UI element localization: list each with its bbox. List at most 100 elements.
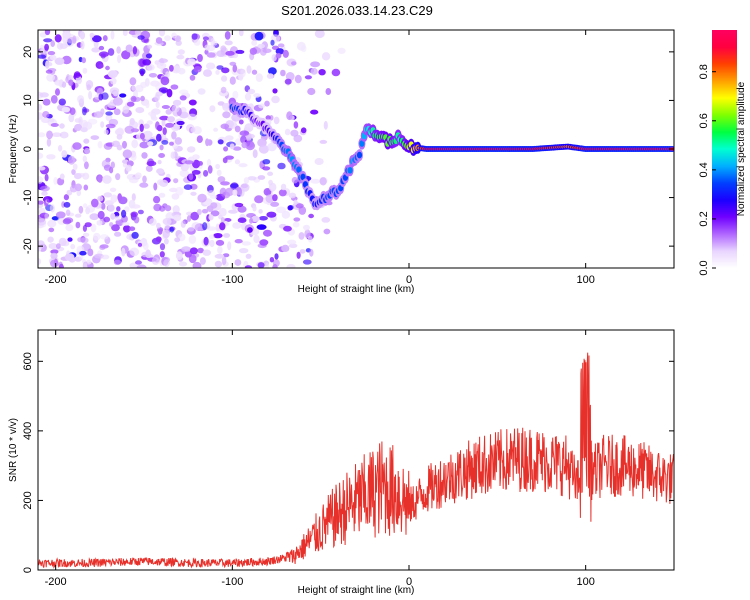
signal-cell — [347, 167, 353, 174]
noise-cell — [235, 49, 245, 54]
noise-cell — [169, 64, 174, 72]
noise-cell — [124, 206, 130, 213]
noise-cell — [176, 54, 185, 60]
noise-cell — [111, 140, 120, 147]
noise-cell — [183, 184, 193, 190]
noise-cell — [196, 135, 203, 143]
noise-cell — [50, 249, 59, 254]
colorbar-tick-label: 0.8 — [698, 64, 710, 79]
y-tick-label: 200 — [22, 491, 34, 509]
noise-cell — [69, 107, 76, 115]
noise-cell — [263, 229, 272, 237]
noise-cell — [272, 264, 278, 268]
noise-cell — [98, 63, 104, 69]
noise-cell — [158, 153, 166, 158]
snr-x-label: Height of straight line (km) — [298, 585, 415, 596]
noise-cell — [177, 49, 185, 55]
noise-cell — [319, 139, 328, 144]
noise-cell — [98, 51, 109, 57]
noise-cell — [109, 222, 114, 227]
noise-cell — [263, 188, 272, 196]
noise-cell — [174, 237, 181, 243]
noise-cell — [158, 192, 166, 198]
noise-cell — [58, 263, 64, 268]
noise-cell — [321, 217, 331, 223]
noise-cell — [50, 40, 55, 47]
noise-cell — [247, 176, 257, 181]
noise-cell — [214, 260, 223, 268]
noise-cell — [82, 232, 90, 237]
x-tick-label: 0 — [406, 576, 412, 588]
noise-cell — [146, 120, 153, 125]
noise-cell — [123, 225, 131, 233]
noise-cell — [257, 175, 266, 180]
noise-cell — [103, 164, 112, 171]
noise-cell — [68, 79, 74, 86]
noise-cell — [49, 204, 56, 213]
noise-cell — [55, 211, 66, 219]
noise-cell — [158, 228, 163, 235]
noise-cell — [202, 222, 208, 231]
noise-cell — [254, 195, 264, 204]
noise-cell — [100, 121, 105, 128]
noise-cell — [133, 216, 140, 224]
noise-cell — [179, 169, 189, 178]
noise-cell — [44, 30, 51, 36]
noise-cell — [93, 232, 101, 241]
noise-cell — [199, 257, 206, 265]
noise-cell — [222, 103, 231, 111]
noise-cell — [274, 253, 279, 260]
noise-cell — [142, 175, 147, 183]
noise-cell — [105, 113, 113, 122]
noise-cell — [179, 89, 189, 95]
noise-cell — [206, 52, 216, 58]
noise-cell — [197, 208, 202, 216]
colorbar-label: Normalized spectral amplitude — [736, 81, 747, 216]
noise-cell — [220, 86, 227, 94]
noise-cell — [81, 106, 87, 116]
noise-cell — [164, 35, 171, 41]
noise-cell — [234, 259, 242, 266]
noise-cell — [61, 150, 68, 158]
noise-cell — [38, 132, 46, 138]
noise-cell — [187, 113, 198, 121]
noise-cell — [49, 55, 57, 61]
noise-cell — [215, 69, 220, 75]
noise-cell — [50, 123, 59, 127]
noise-cell — [45, 60, 50, 69]
noise-cell — [139, 141, 149, 149]
noise-cell — [258, 209, 263, 214]
noise-cell — [98, 45, 105, 51]
noise-cell — [144, 77, 150, 87]
noise-cell — [186, 146, 196, 153]
noise-cell — [187, 227, 195, 232]
noise-cell — [56, 243, 61, 250]
noise-cell — [74, 173, 82, 180]
noise-cell — [288, 243, 298, 249]
noise-cell — [90, 135, 100, 141]
noise-cell — [83, 184, 89, 191]
colorbar-tick-label: 0.2 — [698, 211, 710, 226]
noise-cell — [156, 222, 161, 229]
noise-cell — [240, 135, 247, 144]
noise-cell — [232, 64, 238, 73]
noise-cell — [275, 48, 284, 55]
colorbar: 0.0 0.2 0.4 0.6 0.8 Normalized spectral ampl… — [698, 30, 747, 276]
noise-cell — [254, 31, 264, 41]
noise-cell — [189, 74, 196, 81]
noise-cell — [38, 152, 44, 160]
noise-cell — [139, 182, 149, 188]
noise-cell — [234, 239, 243, 244]
noise-cell — [47, 236, 54, 243]
noise-cell — [253, 234, 260, 244]
noise-cell — [203, 69, 212, 77]
noise-cell — [38, 104, 43, 111]
noise-cell — [59, 43, 68, 49]
noise-cell — [229, 143, 235, 150]
y-tick-label: -20 — [22, 238, 34, 254]
noise-cell — [235, 138, 242, 146]
noise-cell — [247, 88, 256, 95]
noise-cell — [259, 48, 267, 56]
noise-cell — [319, 177, 327, 186]
noise-cell — [116, 133, 123, 140]
